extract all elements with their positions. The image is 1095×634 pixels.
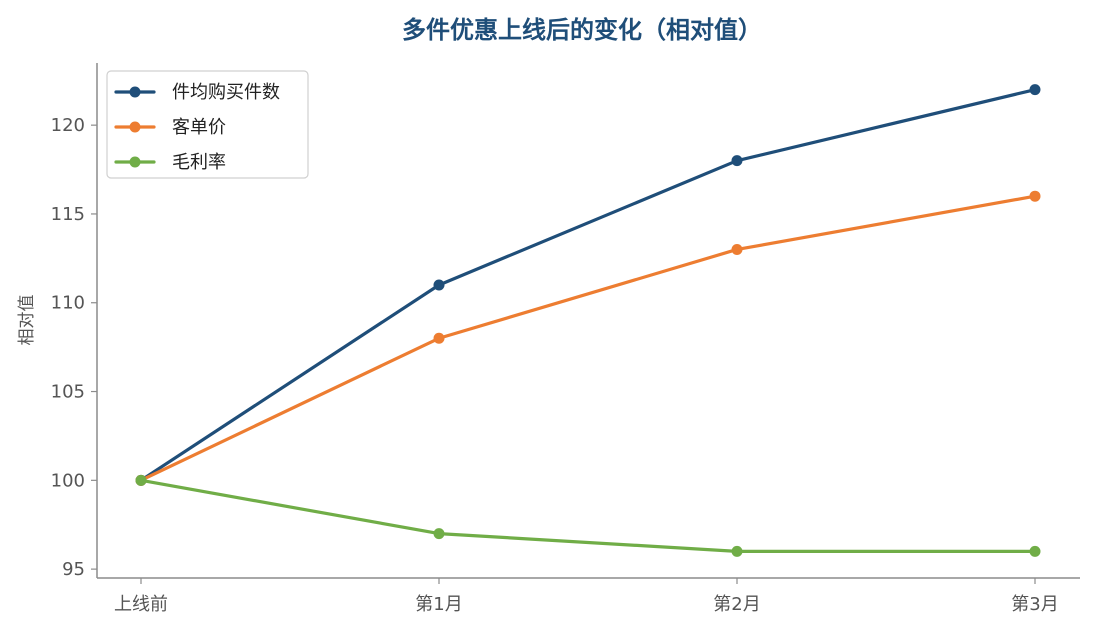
data-point-毛利率-3 bbox=[1029, 545, 1041, 557]
x-tick-label-第2月: 第2月 bbox=[713, 594, 760, 615]
data-point-毛利率-1 bbox=[433, 528, 445, 540]
legend-label-毛利率: 毛利率 bbox=[172, 152, 226, 173]
data-point-毛利率-2 bbox=[731, 545, 743, 557]
y-axis-label: 相对值 bbox=[17, 295, 37, 346]
series-line-件均购买件数 bbox=[139, 88, 1037, 482]
legend-label-客单价: 客单价 bbox=[172, 117, 226, 138]
series-line-客单价 bbox=[139, 194, 1037, 482]
data-point-件均购买件数-3 bbox=[1029, 84, 1041, 96]
legend-box bbox=[106, 70, 309, 179]
legend-label-件均购买件数: 件均购买件数 bbox=[172, 82, 280, 103]
legend-marker-毛利率 bbox=[129, 156, 141, 168]
y-tick-label-105: 105 bbox=[51, 382, 85, 403]
y-tick-label-120: 120 bbox=[51, 115, 85, 136]
data-point-客单价-2 bbox=[731, 243, 743, 255]
legend-marker-件均购买件数 bbox=[129, 86, 141, 98]
y-tick-label-95: 95 bbox=[62, 559, 85, 580]
data-point-毛利率-0 bbox=[135, 474, 147, 486]
series-layer bbox=[135, 84, 1041, 557]
x-tick-label-第1月: 第1月 bbox=[415, 594, 462, 615]
series-line-毛利率 bbox=[139, 478, 1037, 553]
data-point-件均购买件数-2 bbox=[731, 155, 743, 167]
x-tick-label-第3月: 第3月 bbox=[1011, 594, 1058, 615]
x-tick-label-上线前: 上线前 bbox=[114, 594, 168, 615]
data-point-件均购买件数-1 bbox=[433, 279, 445, 291]
chart-title: 多件优惠上线后的变化（相对值） bbox=[402, 16, 762, 44]
data-point-客单价-1 bbox=[433, 332, 445, 344]
y-tick-label-100: 100 bbox=[51, 470, 85, 491]
y-tick-label-115: 115 bbox=[51, 204, 85, 225]
y-tick-label-110: 110 bbox=[51, 293, 85, 314]
axis-ticks: 95 100 105 110 115 120 上线前 第1月 第2月 第3月 bbox=[51, 115, 1059, 615]
data-point-客单价-3 bbox=[1029, 190, 1041, 202]
legend-marker-客单价 bbox=[129, 121, 141, 133]
